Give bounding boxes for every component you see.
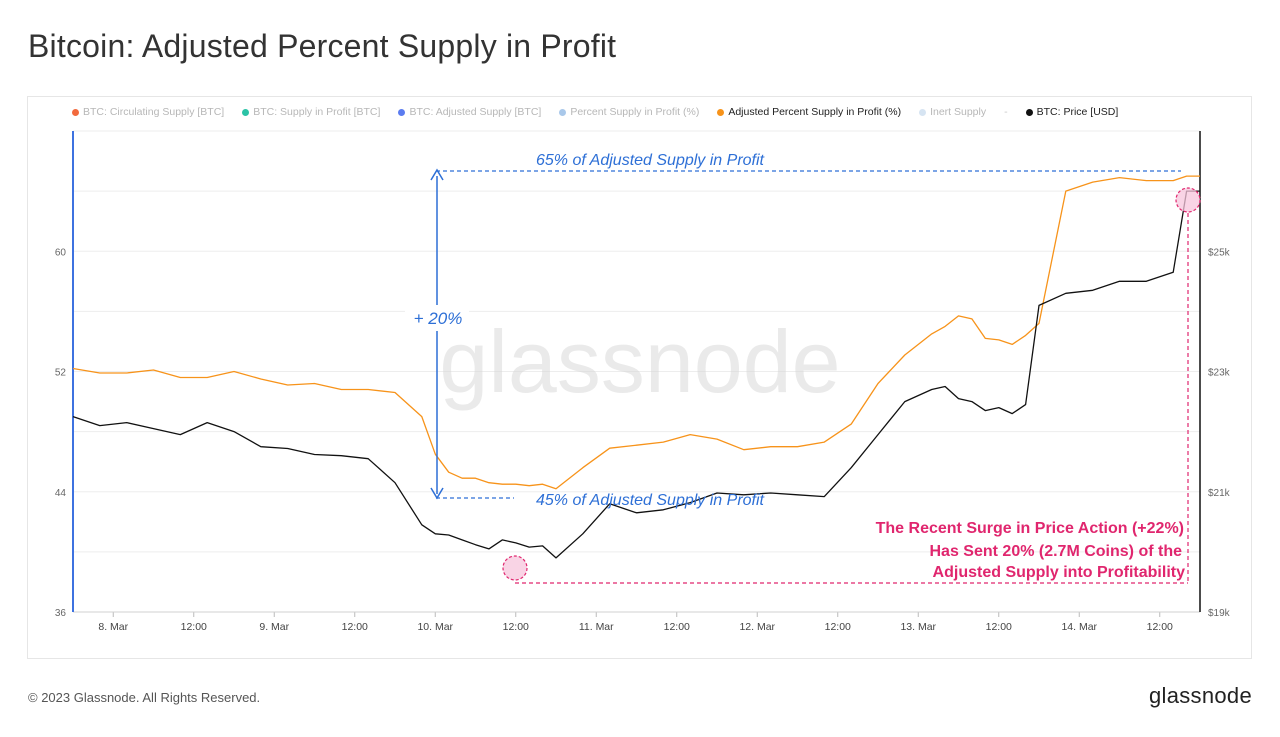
x-tick-label: 12:00	[986, 621, 1012, 633]
legend-label: Inert Supply	[930, 106, 987, 118]
legend-label: BTC: Adjusted Supply [BTC]	[409, 106, 542, 118]
page-title: Bitcoin: Adjusted Percent Supply in Prof…	[28, 28, 617, 64]
axes: 36 44 52 60 $19k $21k $23k $25k 8. Mar 12:00 9. Ma…	[55, 131, 1231, 633]
bottom-label: 45% of Adjusted Supply in Profit	[536, 492, 765, 509]
watermark: glassnode	[439, 312, 840, 411]
legend-item[interactable]: BTC: Price [USD]	[1025, 106, 1119, 118]
legend-dot-icon	[1025, 108, 1033, 116]
x-tick-label: 12:00	[1147, 621, 1173, 633]
x-tick-label: 10. Mar	[417, 621, 453, 633]
legend-dot-icon	[559, 108, 567, 116]
legend-item[interactable]: BTC: Circulating Supply [BTC]	[72, 106, 224, 118]
y-right-tick-label: $19k	[1208, 608, 1231, 619]
delta-arrow-down-icon	[430, 487, 444, 500]
legend-label: Adjusted Percent Supply in Profit (%)	[728, 106, 902, 118]
surge-line-3: Adjusted Supply into Profitability	[933, 564, 1186, 581]
x-tick-label: 8. Mar	[98, 621, 128, 633]
legend-separator: -	[1004, 106, 1008, 118]
x-tick-label: 13. Mar	[900, 621, 936, 633]
delta-label-bg	[405, 305, 469, 331]
chart-legend: BTC: Circulating Supply [BTC] BTC: Supply…	[72, 106, 1118, 118]
x-tick-label: 12:00	[503, 621, 529, 633]
x-tick-label: 12:00	[825, 621, 851, 633]
btc-price-line	[72, 190, 1200, 559]
legend-label: Percent Supply in Profit (%)	[570, 106, 700, 118]
y-left-tick-label: 36	[55, 608, 67, 619]
chart-frame	[27, 96, 1252, 659]
series-group	[72, 175, 1200, 559]
copyright-text: © 2023 Glassnode. All Rights Reserved.	[28, 690, 261, 705]
legend-label: BTC: Supply in Profit [BTC]	[253, 106, 381, 118]
x-tick-label: 14. Mar	[1061, 621, 1097, 633]
legend-item[interactable]: BTC: Adjusted Supply [BTC]	[398, 106, 541, 118]
surge-line-2: Has Sent 20% (2.7M Coins) of the	[930, 543, 1183, 560]
legend-dot-icon	[398, 108, 406, 116]
grid	[73, 130, 1200, 613]
delta-label: + 20%	[414, 309, 463, 328]
legend-item[interactable]: BTC: Supply in Profit [BTC]	[242, 106, 380, 118]
legend-dot-icon	[717, 108, 725, 116]
legend-dot-icon	[72, 108, 79, 116]
legend-item[interactable]: Inert Supply	[919, 106, 986, 118]
surge-line-1: The Recent Surge in Price Action (+22%)	[876, 520, 1184, 537]
adjusted-percent-line	[72, 175, 1200, 490]
delta-arrow-up-icon	[430, 168, 444, 181]
glassnode-logo: glassnode	[1149, 683, 1252, 708]
legend-label: BTC: Circulating Supply [BTC]	[83, 106, 225, 118]
x-tick-label: 12:00	[181, 621, 207, 633]
top-label: 65% of Adjusted Supply in Profit	[536, 152, 765, 169]
legend-label: BTC: Price [USD]	[1036, 106, 1119, 118]
legend-item[interactable]: Percent Supply in Profit (%)	[559, 106, 699, 118]
y-right-tick-label: $21k	[1208, 488, 1231, 499]
y-right-tick-label: $25k	[1208, 247, 1231, 258]
legend-item[interactable]: Adjusted Percent Supply in Profit (%)	[717, 106, 901, 118]
y-right-tick-label: $23k	[1208, 368, 1231, 379]
annotations: 65% of Adjusted Supply in Profit 45% of …	[405, 152, 1201, 584]
y-left-tick-label: 52	[55, 368, 67, 379]
low-marker	[502, 555, 528, 581]
x-tick-label: 11. Mar	[579, 621, 614, 633]
x-tick-label: 12:00	[342, 621, 368, 633]
x-tick-label: 9. Mar	[259, 621, 289, 633]
high-marker	[1175, 187, 1201, 213]
legend-dot-icon	[242, 108, 250, 116]
y-left-tick-label: 44	[55, 488, 67, 499]
x-tick-label: 12:00	[664, 621, 690, 633]
x-tick-label: 12. Mar	[739, 621, 775, 633]
legend-dot-icon	[919, 108, 927, 116]
y-left-tick-label: 60	[55, 247, 67, 258]
